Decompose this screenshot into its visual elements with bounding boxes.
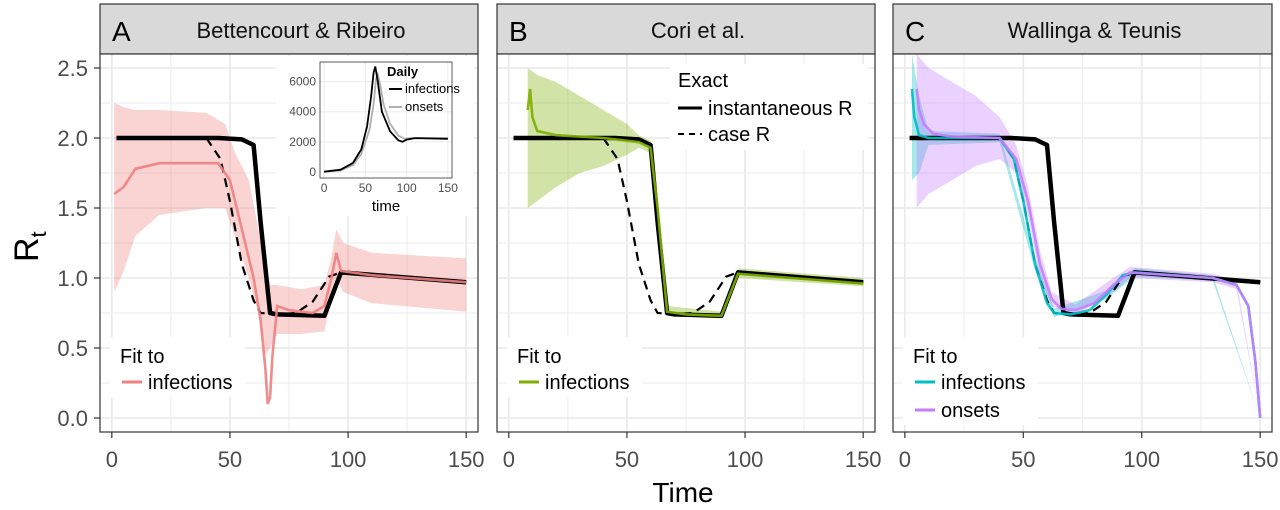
inset-x-tick-label: 0	[321, 181, 328, 195]
inset-x-tick-label: 50	[359, 181, 373, 195]
fit-line-infections	[526, 88, 864, 318]
x-tick-label: 100	[727, 447, 764, 472]
x-tick-label: 50	[1011, 447, 1035, 472]
fit-legend-label: infections	[545, 372, 630, 394]
fit-legend-title: Fit to	[913, 346, 957, 368]
exact-legend-title: Exact	[678, 70, 728, 92]
plot-marks	[113, 103, 467, 405]
x-tick-label: 0	[899, 447, 911, 472]
x-tick-label: 100	[330, 447, 367, 472]
y-axis-label: Rt	[8, 231, 51, 262]
fit-legend-title: Fit to	[517, 346, 561, 368]
x-tick-label: 150	[448, 447, 485, 472]
panel-c: C Wallinga & Teunis 0 50 100 150 Fit to infecti…	[892, 3, 1279, 472]
exact-legend-label: case R	[708, 124, 770, 146]
plot-marks	[513, 68, 864, 319]
panel-title: Bettencourt & Ribeiro	[196, 18, 405, 43]
fit-band-infections	[527, 68, 864, 319]
panel-letter: A	[112, 16, 131, 47]
y-tick-label: 0.0	[57, 406, 88, 431]
y-tick-label: 0.5	[57, 336, 88, 361]
y-tick-label: 2.5	[57, 56, 88, 81]
inset-chart: 0 50 100 150 0 2000 4000 6000 time Daily infection…	[276, 56, 474, 216]
inset-border	[319, 61, 453, 179]
plot-marks	[909, 54, 1262, 419]
inset-y-tick-label: 6000	[289, 75, 316, 89]
fit-legend-bg	[110, 337, 245, 397]
fit-legend: Fit to infections	[110, 337, 245, 397]
x-tick-label: 50	[615, 447, 639, 472]
panel-letter: B	[509, 16, 528, 47]
panel-strip	[892, 3, 1273, 55]
panel-border	[892, 53, 1273, 433]
panel-letter: C	[905, 16, 925, 47]
x-tick-label: 50	[218, 447, 242, 472]
x-tick-label: 0	[503, 447, 515, 472]
exact-case-r-line	[513, 136, 864, 316]
fit-line-infections	[113, 161, 467, 405]
y-tick-label: 1.0	[57, 266, 88, 291]
inset-x-tick-label: 100	[397, 181, 417, 195]
fit-legend: Fit to infections onsets	[903, 337, 1038, 425]
y-tick-label: 2.0	[57, 126, 88, 151]
panel-strip	[496, 3, 876, 55]
fit-legend-label: infections	[148, 372, 233, 394]
fit-legend-label: infections	[941, 372, 1026, 394]
inset-legend-label: onsets	[405, 99, 444, 114]
inset-legend-label: infections	[405, 81, 460, 96]
inset-line-onsets	[324, 70, 448, 173]
inset-y-tick-label: 0	[309, 165, 316, 179]
x-axis-label: Time	[652, 477, 713, 508]
x-tick-label: 150	[1242, 447, 1279, 472]
panel-a: A Bettencourt & Ribeiro 0 50 100 150 0.0 0.5 1.0…	[57, 3, 485, 472]
fit-legend-bg	[507, 337, 642, 397]
inset-x-tick-label: 150	[438, 181, 458, 195]
panel-strip	[99, 3, 479, 55]
exact-instantaneous-r-line	[909, 135, 1261, 319]
panel-b: B Cori et al. 0 50 100 150 Fit to infections Exa…	[496, 3, 882, 472]
panel-border	[99, 53, 479, 433]
fit-legend: Fit to infections	[507, 337, 642, 397]
inset-x-label: time	[372, 198, 400, 215]
panel-title: Cori et al.	[651, 18, 745, 43]
x-tick-label: 150	[845, 447, 882, 472]
y-axis-label-subscript: t	[26, 231, 51, 237]
x-tick-label: 100	[1123, 447, 1160, 472]
fit-band-onsets	[916, 54, 1261, 418]
inset-line-infections	[323, 66, 448, 173]
inset-y-tick-label: 4000	[289, 105, 316, 119]
fit-line-onsets	[915, 88, 1262, 419]
exact-legend-label: instantaneous R	[708, 98, 853, 120]
panel-title: Wallinga & Teunis	[1008, 18, 1182, 43]
exact-legend-bg	[670, 64, 868, 150]
x-tick-label: 0	[106, 447, 118, 472]
exact-instantaneous-r-line	[116, 135, 467, 319]
fit-legend-label: onsets	[941, 400, 1000, 422]
exact-legend: Exact instantaneous R case R	[670, 64, 868, 150]
inset-legend-title: Daily	[387, 64, 419, 79]
panel-border	[496, 53, 876, 433]
fit-band-infections	[114, 103, 467, 355]
y-tick-label: 1.5	[57, 196, 88, 221]
fit-legend-title: Fit to	[120, 346, 164, 368]
inset-y-tick-label: 2000	[289, 135, 316, 149]
